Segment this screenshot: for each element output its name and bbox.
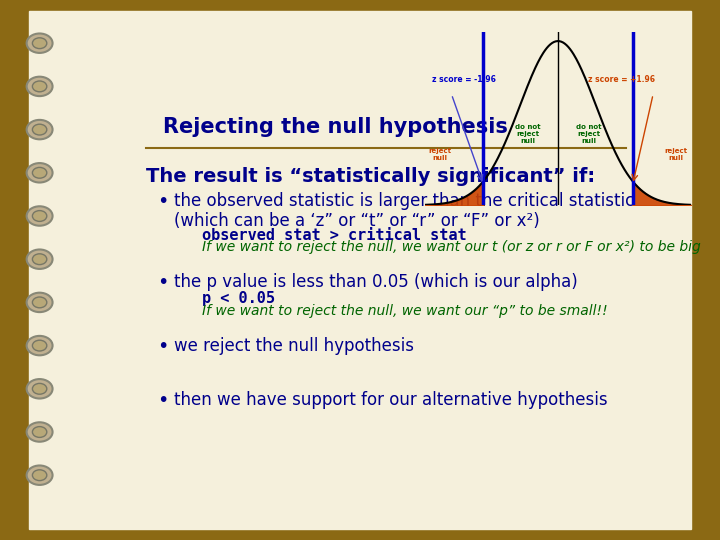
Text: The result is “statistically significant” if:: The result is “statistically significant… [145, 167, 595, 186]
Text: p < 0.05: p < 0.05 [202, 292, 274, 306]
Text: then we have support for our alternative hypothesis: then we have support for our alternative… [174, 391, 608, 409]
Text: the observed statistic is larger than the critical statistic
(which can be a ‘z”: the observed statistic is larger than th… [174, 192, 634, 231]
Text: reject
null: reject null [428, 148, 451, 161]
Text: If we want to reject the null, we want our “p” to be small!!: If we want to reject the null, we want o… [202, 304, 608, 318]
Text: Rejecting the null hypothesis: Rejecting the null hypothesis [163, 117, 508, 137]
Text: If we want to reject the null, we want our t (or z or r or F or x²) to be big: If we want to reject the null, we want o… [202, 240, 701, 254]
Text: do not
reject
null: do not reject null [575, 125, 601, 145]
Text: •: • [157, 192, 168, 211]
Text: z score = -1.96: z score = -1.96 [433, 75, 496, 84]
Text: reject
null: reject null [665, 148, 688, 161]
Text: •: • [157, 337, 168, 356]
Text: the p value is less than 0.05 (which is our alpha): the p value is less than 0.05 (which is … [174, 273, 577, 291]
Text: do not
reject
null: do not reject null [515, 125, 541, 145]
Text: observed stat > critical stat: observed stat > critical stat [202, 228, 467, 243]
Text: •: • [157, 273, 168, 292]
Text: z score = +1.96: z score = +1.96 [588, 75, 655, 84]
Text: we reject the null hypothesis: we reject the null hypothesis [174, 337, 414, 355]
Text: •: • [157, 391, 168, 410]
